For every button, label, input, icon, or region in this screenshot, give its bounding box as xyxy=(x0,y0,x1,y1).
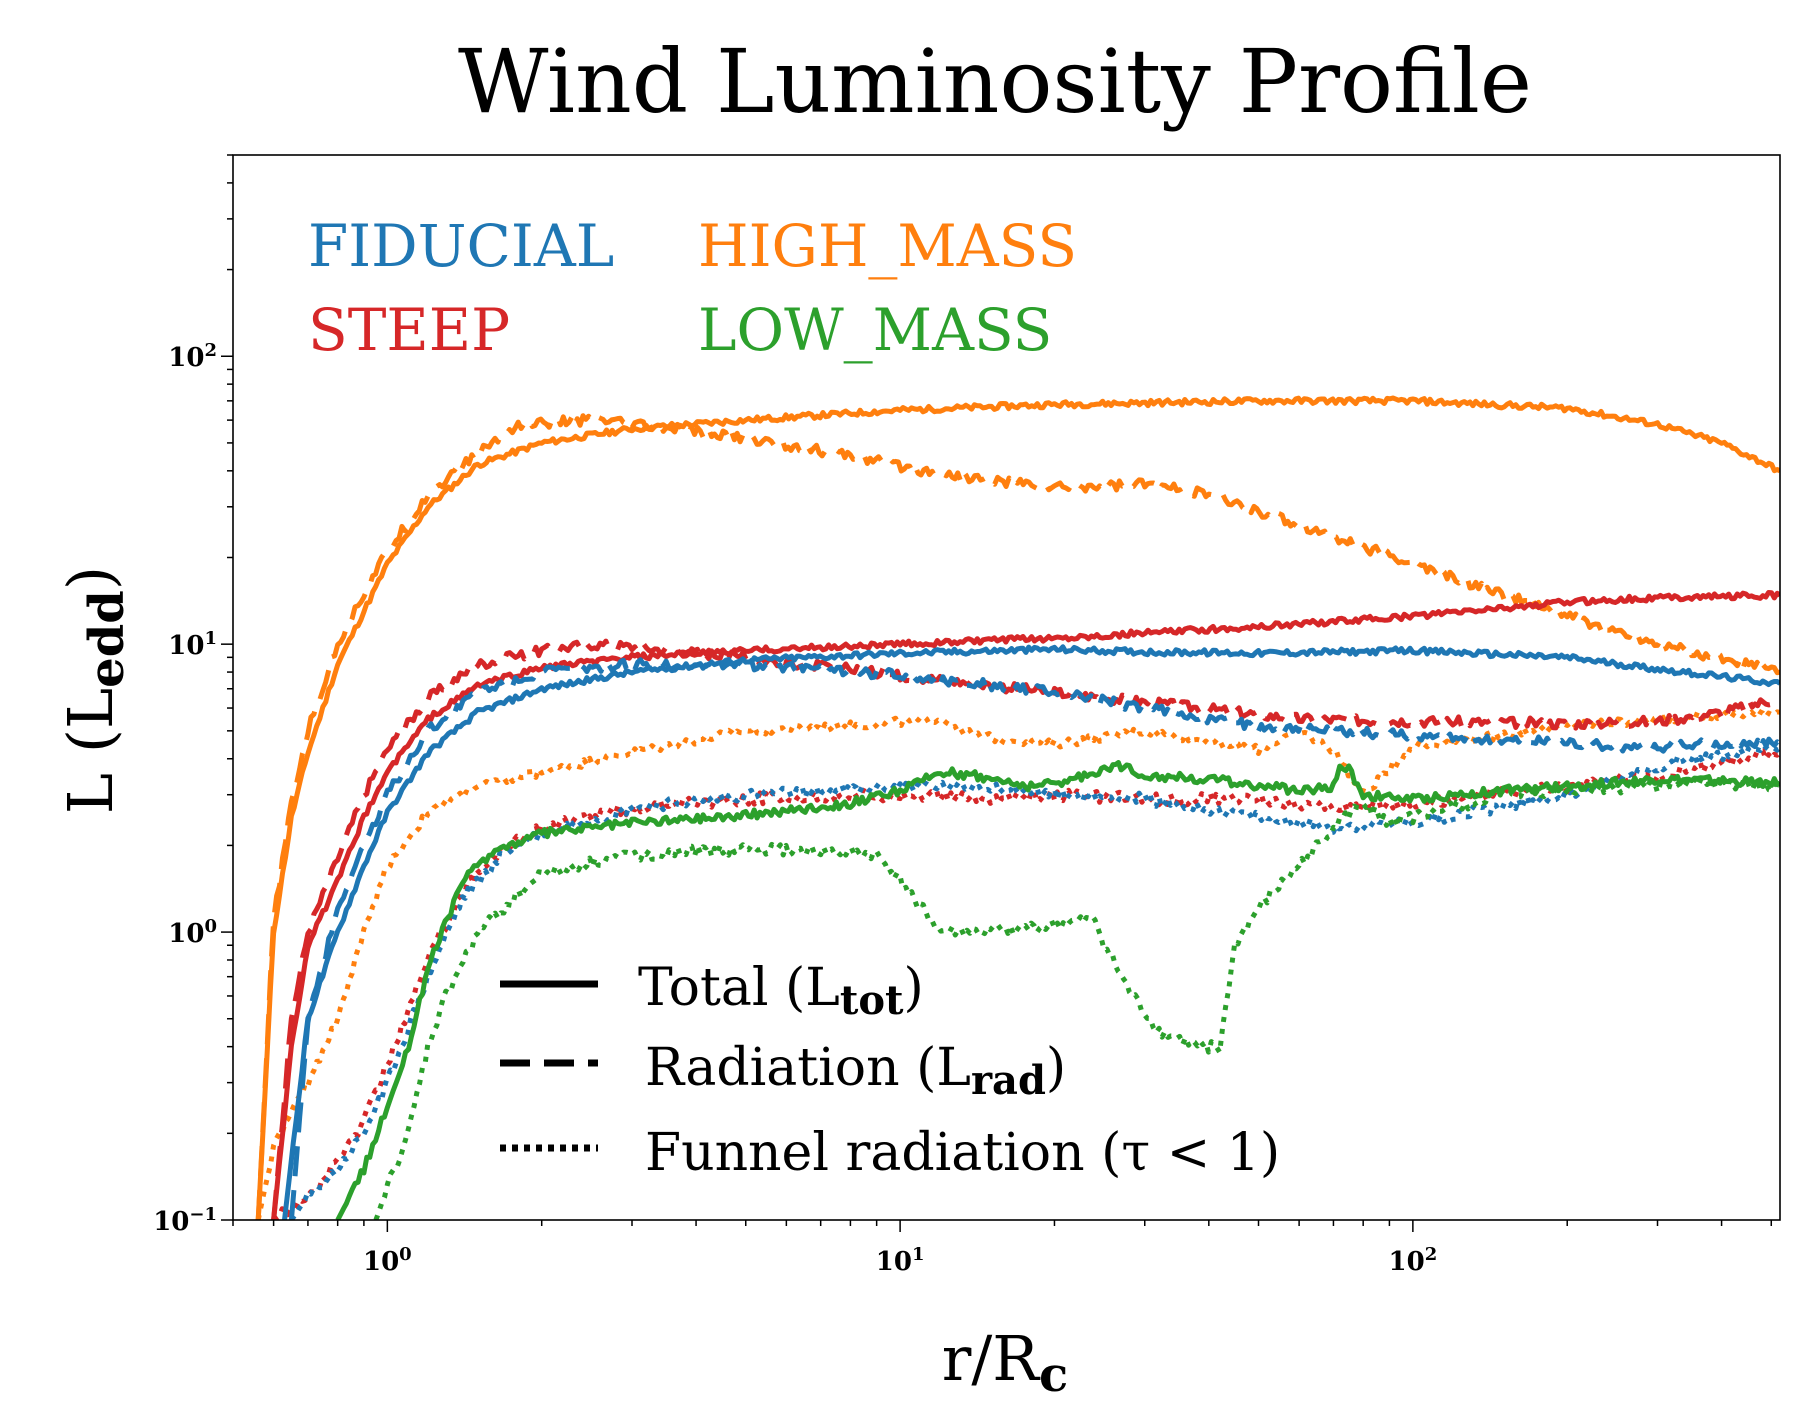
legend-radiation-label: Radiation (Lrad) xyxy=(645,1038,1066,1104)
y-tick-label: 10−1 xyxy=(153,1204,217,1238)
x-tick-label: 100 xyxy=(363,1244,412,1278)
legend: Total (Ltot) Radiation (Lrad) Funnel rad… xyxy=(500,958,1280,1183)
y-axis-label: L (Ledd) xyxy=(54,566,135,814)
y-tick-label: 101 xyxy=(168,628,217,662)
y-tick-label: 102 xyxy=(168,340,217,374)
group-label-high-mass: HIGH_MASS xyxy=(698,212,1077,280)
legend-total-label: Total (Ltot) xyxy=(638,958,924,1024)
series-layer xyxy=(255,395,1780,1220)
x-tick-label: 102 xyxy=(1389,1244,1438,1278)
group-label-steep: STEEP xyxy=(308,296,510,364)
group-label-fiducial: FIDUCIAL xyxy=(308,212,614,280)
series-high-mass-radiation xyxy=(255,413,1780,1220)
series-steep-total xyxy=(271,590,1780,1220)
series-steep-radiation xyxy=(271,638,1780,1220)
group-label-low-mass: LOW_MASS xyxy=(698,296,1052,364)
series-high-mass-total xyxy=(255,395,1780,1220)
plot-frame xyxy=(232,154,1781,1221)
series-fiducial-total xyxy=(282,644,1780,1220)
series-fiducial-radiation xyxy=(288,657,1780,1220)
x-axis-label: r/Rc xyxy=(942,1322,1068,1403)
legend-funnel-label: Funnel radiation (τ < 1) xyxy=(645,1123,1280,1183)
chart-title: Wind Luminosity Profile xyxy=(458,30,1532,133)
series-fiducial-funnel xyxy=(289,742,1780,1220)
series-low-mass-funnel xyxy=(373,775,1780,1220)
ticks-layer: 100 101 102 10−1 100 101 102 xyxy=(153,154,1773,1278)
series-low-mass-total xyxy=(335,760,1780,1220)
y-tick-label: 100 xyxy=(168,916,217,950)
x-tick-label: 101 xyxy=(876,1244,925,1278)
